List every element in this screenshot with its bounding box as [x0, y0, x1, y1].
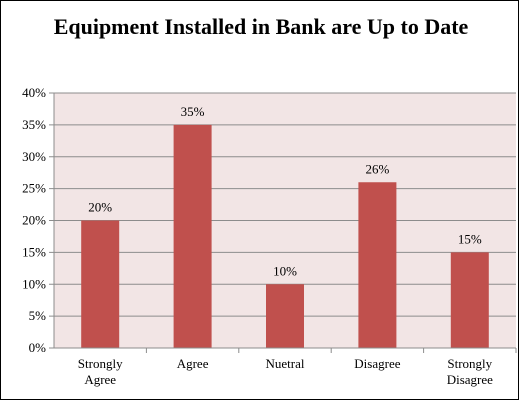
x-category-label: Disagree — [354, 356, 400, 371]
bar — [450, 252, 489, 348]
y-tick-label: 10% — [22, 276, 46, 291]
bar — [173, 124, 212, 348]
y-tick-label: 0% — [29, 340, 47, 355]
x-category-label: Strongly Disagree — [447, 356, 493, 387]
x-category-label: Nuetral — [266, 356, 305, 371]
data-label: 10% — [273, 263, 297, 278]
y-tick-label: 30% — [22, 149, 46, 164]
chart-title: Equipment Installed in Bank are Up to Da… — [53, 14, 469, 39]
data-label: 15% — [458, 231, 482, 246]
data-label: 26% — [365, 161, 389, 176]
data-label: 35% — [181, 104, 205, 119]
x-category-label: Agree — [177, 356, 209, 371]
x-category-label: Strongly Agree — [78, 356, 123, 387]
y-tick-label: 5% — [29, 308, 47, 323]
data-label: 20% — [88, 200, 112, 215]
y-tick-label: 15% — [22, 244, 46, 259]
bar — [266, 284, 304, 348]
y-tick-label: 40% — [22, 85, 46, 100]
labels: 0% 5% 10% 15% 20% 25% 30% 35% 40% 20% Strongly Agre… — [22, 85, 493, 387]
bar — [81, 220, 120, 348]
axes — [49, 92, 517, 353]
y-tick-label: 20% — [22, 213, 46, 228]
gridlines — [54, 92, 516, 317]
bars — [81, 124, 489, 348]
y-tick-label: 25% — [22, 181, 46, 196]
y-tick-label: 35% — [22, 117, 46, 132]
bar — [358, 182, 397, 348]
